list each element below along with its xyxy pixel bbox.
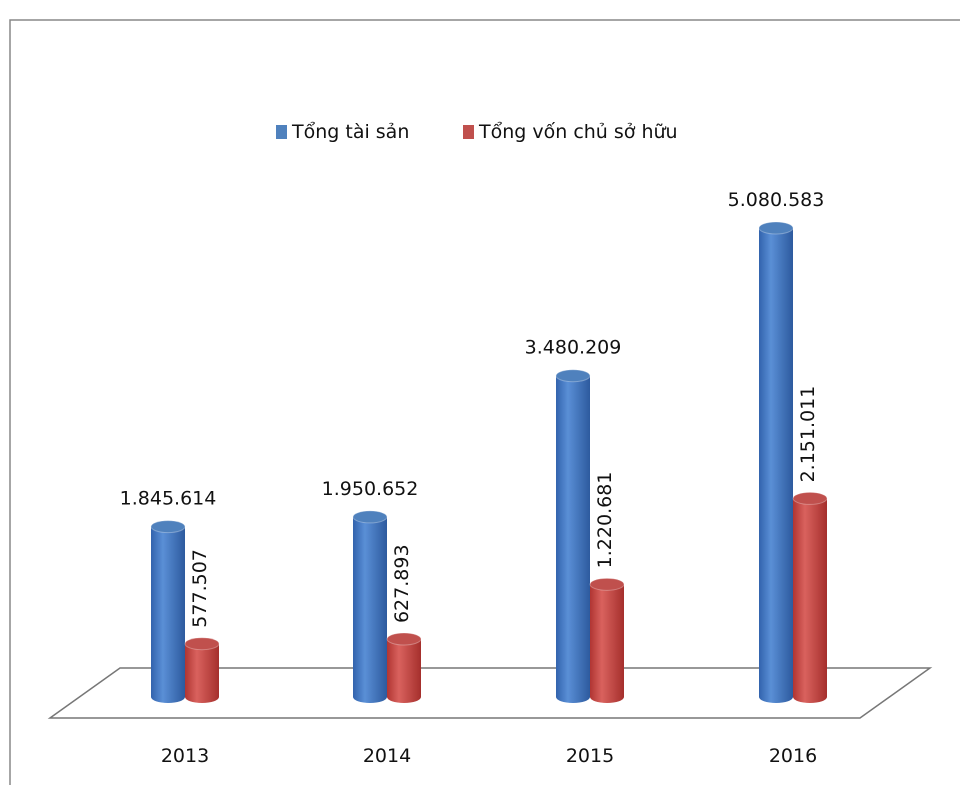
- data-label: 3.480.209: [525, 337, 622, 359]
- bar-cap: [589, 577, 625, 591]
- data-label: 1.845.614: [120, 488, 217, 510]
- data-label: 5.080.583: [728, 189, 825, 211]
- legend-label: Tổng vốn chủ sở hữu: [478, 121, 678, 143]
- data-label: 2.151.011: [797, 386, 819, 483]
- bar: [387, 639, 421, 703]
- legend-swatch: [463, 125, 474, 139]
- data-label: 627.893: [391, 544, 413, 623]
- bar: [185, 643, 219, 703]
- data-label: 1.220.681: [594, 472, 616, 569]
- bar-cap: [758, 221, 794, 235]
- bar-cap: [386, 632, 422, 646]
- chart-frame: [9, 19, 960, 785]
- x-tick-label: 2015: [566, 745, 614, 767]
- data-label: 1.950.652: [322, 478, 419, 500]
- x-tick-label: 2016: [769, 745, 817, 767]
- bar: [353, 516, 387, 703]
- bar-cap: [150, 520, 186, 534]
- bar-cap: [352, 510, 388, 524]
- bar-cap: [555, 369, 591, 383]
- bar: [556, 375, 590, 703]
- x-tick-label: 2014: [363, 745, 411, 767]
- bar: [759, 228, 793, 703]
- floor: [47, 667, 933, 719]
- legend-swatch: [276, 125, 287, 139]
- bar: [151, 526, 185, 703]
- bar-cap: [792, 491, 828, 505]
- x-tick-label: 2013: [161, 745, 209, 767]
- data-label: 577.507: [189, 549, 211, 628]
- bar: [590, 584, 624, 703]
- legend-label: Tổng tài sản: [291, 121, 409, 143]
- bar: [793, 498, 827, 703]
- bar-cap: [184, 637, 220, 651]
